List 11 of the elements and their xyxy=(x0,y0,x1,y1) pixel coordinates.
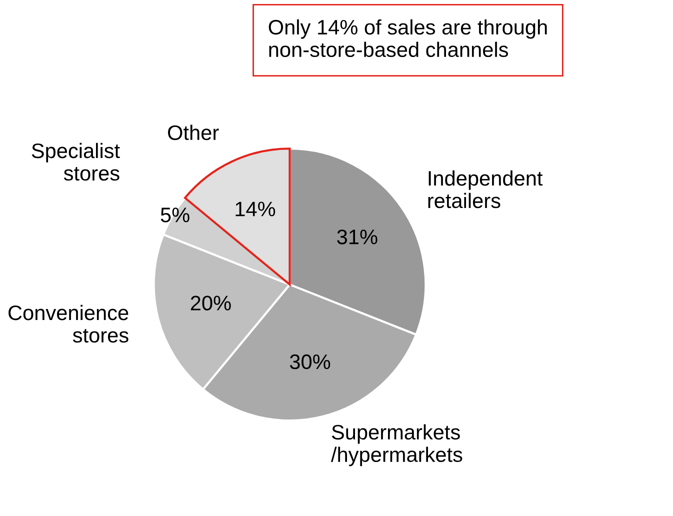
slice-label: Other xyxy=(168,124,219,140)
slice-label: Convenience stores xyxy=(8,304,128,343)
data-label: 5% xyxy=(160,208,190,222)
text: Only 14% of sales are through non-store-based channels xyxy=(268,19,547,58)
data-label: 30% xyxy=(290,354,330,370)
data-label: 20% xyxy=(190,296,231,310)
slice-label: Independent retailers xyxy=(428,170,543,208)
data-label: 14% xyxy=(236,202,276,216)
slice-label: Supermarkets /hypermarkets xyxy=(330,424,462,466)
slice-label: Specialist stores xyxy=(32,142,120,181)
data-label: 31% xyxy=(337,230,378,244)
